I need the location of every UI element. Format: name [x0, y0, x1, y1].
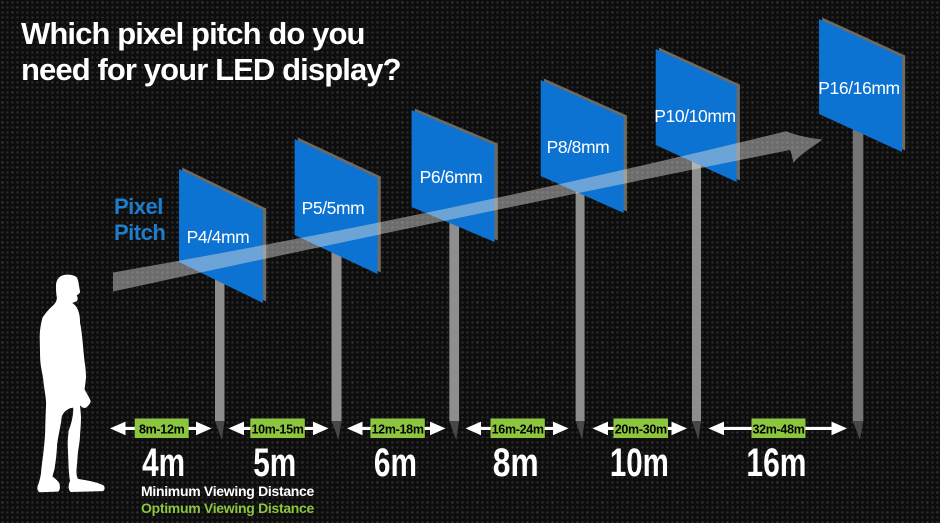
svg-text:10m: 10m — [610, 441, 669, 485]
svg-text:P16/16mm: P16/16mm — [818, 78, 899, 98]
svg-text:Which pixel pitch do you: Which pixel pitch do you — [21, 16, 365, 51]
svg-text:8m-12m: 8m-12m — [139, 423, 185, 437]
svg-text:Pitch: Pitch — [114, 220, 165, 245]
svg-text:need for your LED display?: need for your LED display? — [21, 52, 401, 87]
svg-text:16m: 16m — [746, 441, 806, 485]
svg-text:P10/10mm: P10/10mm — [654, 106, 735, 126]
svg-text:Pixel: Pixel — [114, 194, 163, 219]
svg-text:32m-48m: 32m-48m — [752, 423, 804, 437]
svg-text:P6/6mm: P6/6mm — [420, 167, 483, 187]
svg-text:8m: 8m — [493, 441, 539, 485]
svg-text:Minimum Viewing Distance: Minimum Viewing Distance — [141, 483, 315, 499]
svg-text:12m-18m: 12m-18m — [372, 423, 424, 437]
svg-text:20m-30m: 20m-30m — [615, 423, 667, 437]
svg-text:P5/5mm: P5/5mm — [302, 198, 365, 218]
svg-text:5m: 5m — [253, 441, 296, 485]
svg-text:6m: 6m — [374, 441, 417, 485]
svg-text:16m-24m: 16m-24m — [492, 423, 544, 437]
svg-text:10m-15m: 10m-15m — [251, 423, 303, 437]
svg-text:P8/8mm: P8/8mm — [547, 137, 610, 157]
svg-text:P4/4mm: P4/4mm — [187, 227, 250, 247]
svg-text:Optimum Viewing Distance: Optimum Viewing Distance — [141, 500, 315, 516]
svg-text:4m: 4m — [142, 441, 185, 485]
